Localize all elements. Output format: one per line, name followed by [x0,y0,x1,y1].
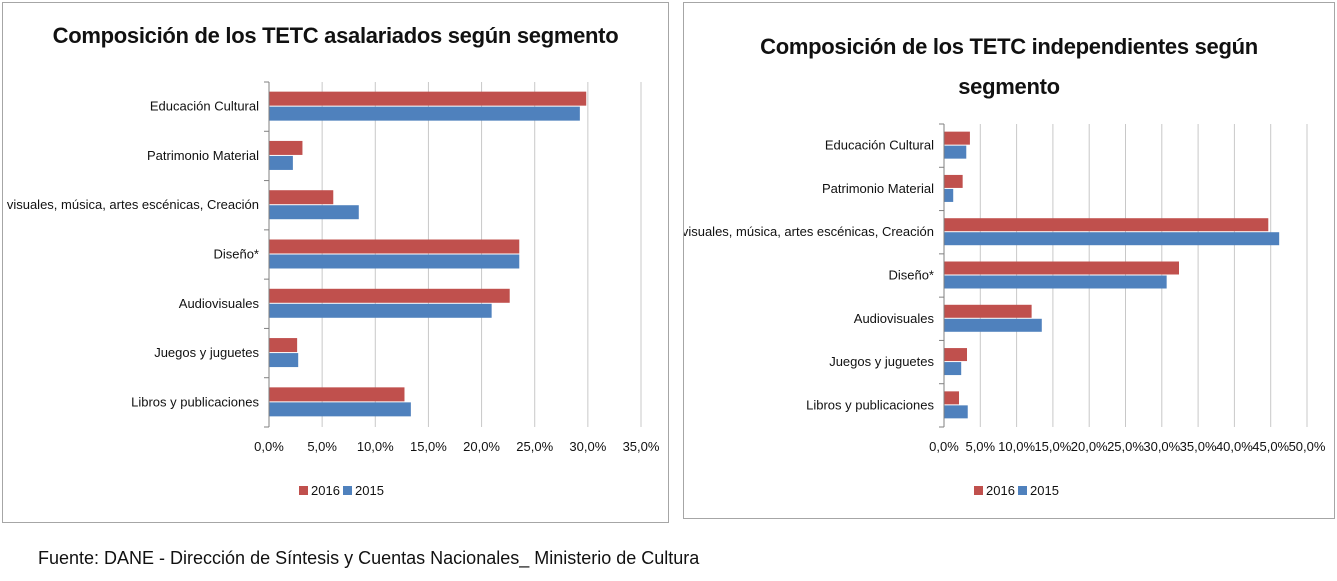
chart-independientes: Composición de los TETC independientes s… [683,2,1335,519]
legend-label-2016: 2016 [311,483,340,498]
chart-plot-independientes: Educación Cultural Patrimonio Material Art… [684,123,1326,498]
category-label: Libros y publicaciones [806,397,934,412]
bar-2016 [944,304,1032,318]
bar-2016 [944,218,1269,232]
bar-2016 [944,261,1179,275]
bar-2015 [269,254,520,269]
x-tick-label: 20,0% [1071,439,1108,454]
x-tick-label: 5,0% [307,439,337,454]
category-label: Audiovisuales [179,296,260,311]
x-tick-label: 45,0% [1252,439,1289,454]
bar-2016 [269,190,334,205]
bar-2015 [944,405,968,419]
bar-2016 [944,348,968,362]
chart-plot-asalariados: Educación Cultural Patrimonio Material Art… [3,81,660,498]
legend-label-2016: 2016 [986,483,1015,498]
x-tick-label: 0,0% [929,439,959,454]
x-tick-label: 30,0% [569,439,606,454]
bar-2015 [944,232,1280,246]
bar-2016 [269,338,298,353]
legend-swatch-2016 [974,486,983,495]
bar-2015 [944,275,1167,289]
category-label: Juegos y juguetes [154,345,259,360]
bar-2015 [269,106,580,121]
bar-2015 [269,353,299,368]
legend-label-2015: 2015 [1030,483,1059,498]
x-tick-label: 50,0% [1289,439,1326,454]
bar-2015 [944,188,954,202]
x-tick-label: 40,0% [1216,439,1253,454]
bar-2015 [269,205,359,220]
x-tick-label: 25,0% [516,439,553,454]
bar-2016 [944,131,970,145]
x-tick-label: 10,0% [357,439,394,454]
bar-2016 [269,140,303,155]
x-tick-label: 25,0% [1107,439,1144,454]
category-label: Artes visuales, música, artes escénicas,… [3,197,259,212]
chart-title-independientes: Composición de los TETC independientes s… [760,34,1258,99]
bar-2016 [944,174,963,188]
x-tick-label: 30,0% [1143,439,1180,454]
legend-swatch-2016 [299,486,308,495]
bar-2016 [269,239,520,254]
x-tick-label: 20,0% [463,439,500,454]
category-label: Patrimonio Material [822,181,934,196]
bar-2015 [944,362,962,376]
category-label: Patrimonio Material [147,148,259,163]
category-label: Libros y publicaciones [131,394,259,409]
category-label: Audiovisuales [854,311,935,326]
chart-asalariados: Composición de los TETC asalariados segú… [2,2,669,523]
bar-2016 [269,387,405,402]
x-tick-label: 35,0% [623,439,660,454]
category-label: Educación Cultural [825,138,934,153]
legend-swatch-2015 [1018,486,1027,495]
category-label: Diseño* [888,268,934,283]
x-tick-label: 15,0% [1034,439,1071,454]
bar-2016 [944,391,960,405]
bar-2016 [269,91,587,106]
category-label: Juegos y juguetes [829,354,934,369]
category-label: Artes visuales, música, artes escénicas,… [684,224,934,239]
chart-title-asalariados: Composición de los TETC asalariados segú… [52,23,619,48]
x-tick-label: 5,0% [965,439,995,454]
bar-2016 [269,288,510,303]
x-tick-label: 0,0% [254,439,284,454]
x-tick-label: 35,0% [1180,439,1217,454]
bar-2015 [269,155,293,170]
bar-2015 [944,318,1042,332]
legend-swatch-2015 [343,486,352,495]
category-label: Diseño* [213,247,259,262]
bar-2015 [269,402,411,417]
bar-2015 [944,145,967,159]
legend-label-2015: 2015 [355,483,384,498]
x-tick-label: 15,0% [410,439,447,454]
x-tick-label: 10,0% [998,439,1035,454]
bar-2015 [269,303,492,318]
category-label: Educación Cultural [150,99,259,114]
source-note: Fuente: DANE - Dirección de Síntesis y C… [38,548,700,568]
